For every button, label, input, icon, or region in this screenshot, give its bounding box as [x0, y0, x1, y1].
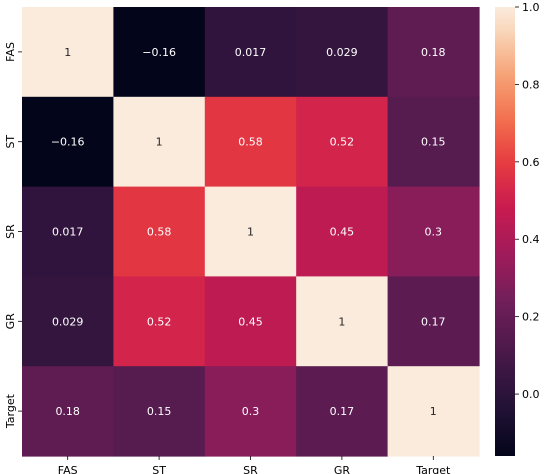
y-tick-label: FAS — [4, 42, 17, 62]
cell-value-label: 0.029 — [326, 46, 358, 59]
x-tick-label: SR — [243, 464, 258, 474]
cell-value-label: 0.3 — [425, 226, 443, 239]
colorbar-tick-label: 1.0 — [522, 1, 540, 14]
colorbar-tick-label: 0.4 — [522, 233, 540, 246]
heatmap-cell-st-target — [387, 96, 480, 188]
x-tick-label: GR — [334, 464, 351, 474]
cell-value-label: 1 — [64, 46, 71, 59]
y-tick-label: Target — [4, 393, 17, 429]
heatmap-cell-sr-st — [113, 186, 206, 277]
cell-value-label: 0.58 — [238, 136, 263, 149]
heatmap-cell-gr-fas — [22, 276, 114, 367]
cell-value-label: 1 — [430, 405, 437, 418]
heatmap-cell-target-gr — [296, 366, 389, 457]
cell-value-label: 0.18 — [421, 46, 446, 59]
heatmap-cell-sr-fas — [22, 186, 114, 277]
x-tick-label: FAS — [58, 464, 78, 474]
cell-value-label: 0.017 — [52, 226, 84, 239]
heatmap-cell-target-fas — [22, 366, 114, 457]
heatmap-cell-gr-target — [387, 276, 480, 367]
cell-value-label: 0.45 — [238, 315, 263, 328]
y-axis: FAS ST SR GR Target — [4, 42, 22, 429]
x-tick-label: ST — [152, 464, 166, 474]
heatmap-cell-target-sr — [204, 366, 297, 457]
heatmap-cell-st-st — [113, 96, 206, 188]
heatmap-cell-sr-sr — [204, 186, 297, 277]
heatmap-cell-target-st — [113, 366, 206, 457]
cell-value-label: 1 — [156, 136, 163, 149]
cell-value-label: 0.17 — [330, 405, 355, 418]
cell-value-label: 0.17 — [421, 315, 446, 328]
cell-value-label: 0.45 — [330, 226, 355, 239]
colorbar-axis: 1.0 0.8 0.6 0.4 0.2 0.0 — [515, 1, 540, 401]
colorbar — [495, 7, 515, 456]
heatmap-cell-fas-gr — [296, 7, 389, 98]
heatmap-cell-sr-target — [387, 186, 480, 277]
cell-value-label: 1 — [338, 315, 345, 328]
cell-value-label: 0.18 — [55, 405, 80, 418]
y-tick-label: GR — [4, 313, 17, 330]
cell-value-label: −0.16 — [51, 136, 85, 149]
cell-value-label: 0.15 — [421, 136, 446, 149]
heatmap-cell-st-gr — [296, 96, 389, 188]
y-tick-label: ST — [4, 135, 17, 149]
cell-value-label: 0.15 — [147, 405, 172, 418]
cell-value-label: 0.3 — [242, 405, 260, 418]
cell-value-label: 0.58 — [147, 226, 172, 239]
heatmap-cell-fas-sr — [204, 7, 297, 98]
cell-value-label: 0.029 — [52, 315, 84, 328]
x-tick-label: Target — [415, 464, 451, 474]
cell-value-label: −0.16 — [142, 46, 176, 59]
cell-value-label: 1 — [247, 226, 254, 239]
colorbar-tick-label: 0.0 — [522, 388, 540, 401]
cell-value-label: 0.52 — [147, 315, 172, 328]
x-axis: FAS ST SR GR Target — [58, 456, 451, 474]
y-tick-label: SR — [4, 224, 17, 239]
heatmap-cell-fas-st — [113, 7, 206, 98]
heatmap-cell-target-target — [387, 366, 480, 457]
heatmap-cell-fas-fas — [22, 7, 114, 98]
heatmap-cell-st-sr — [204, 96, 297, 188]
heatmap-cell-gr-gr — [296, 276, 389, 367]
heatmap-cell-fas-target — [387, 7, 480, 98]
cell-value-label: 0.017 — [235, 46, 267, 59]
colorbar-tick-label: 0.2 — [522, 311, 540, 324]
heatmap-cell-st-fas — [22, 96, 114, 188]
heatmap-cells: 1 −0.16 0.017 0.029 0.18 −0.16 1 0.58 0.52 0.15 0.… — [22, 7, 480, 457]
heatmap-cell-gr-st — [113, 276, 206, 367]
heatmap-cell-sr-gr — [296, 186, 389, 277]
cell-value-label: 0.52 — [330, 136, 355, 149]
heatmap-cell-gr-sr — [204, 276, 297, 367]
colorbar-tick-label: 0.6 — [522, 156, 540, 169]
colorbar-tick-label: 0.8 — [522, 78, 540, 91]
